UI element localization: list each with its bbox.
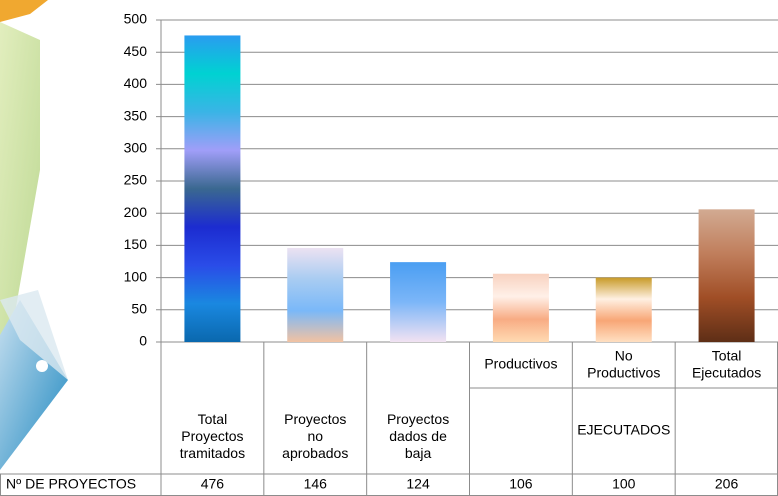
y-tick-label: 50 — [131, 301, 147, 317]
bar — [184, 35, 241, 343]
category-label: Proyectos no aprobados — [282, 411, 348, 461]
category-label: Total Ejecutados — [692, 347, 761, 380]
y-tick-label: 200 — [124, 204, 148, 220]
value-cell: 206 — [715, 476, 739, 492]
bar — [287, 247, 344, 342]
category-label: Proyectos dados de baja — [387, 411, 449, 461]
y-tick-label: 0 — [139, 333, 147, 349]
category-label: Productivos — [484, 356, 557, 372]
y-tick-label: 300 — [124, 140, 148, 156]
value-cell: 124 — [406, 476, 430, 492]
category-label: Total Proyectos tramitados — [180, 411, 245, 461]
bar — [492, 273, 549, 342]
value-cell: 106 — [509, 476, 533, 492]
bar — [595, 277, 652, 342]
background-decoration — [0, 0, 68, 470]
category-group-label: EJECUTADOS — [577, 422, 670, 438]
y-tick-label: 500 — [124, 11, 148, 27]
y-tick-label: 350 — [124, 107, 148, 123]
y-tick-label: 100 — [124, 268, 148, 284]
category-label: No Productivos — [587, 347, 660, 380]
y-tick-label: 150 — [124, 236, 148, 252]
value-cell: 100 — [612, 476, 636, 492]
series-name: Nº DE PROYECTOS — [6, 476, 136, 492]
bar — [390, 262, 447, 342]
bar — [698, 209, 755, 342]
y-tick-label: 250 — [124, 172, 148, 188]
value-cell: 476 — [201, 476, 225, 492]
value-cell: 146 — [304, 476, 328, 492]
y-tick-label: 400 — [124, 75, 148, 91]
y-tick-label: 450 — [124, 43, 148, 59]
